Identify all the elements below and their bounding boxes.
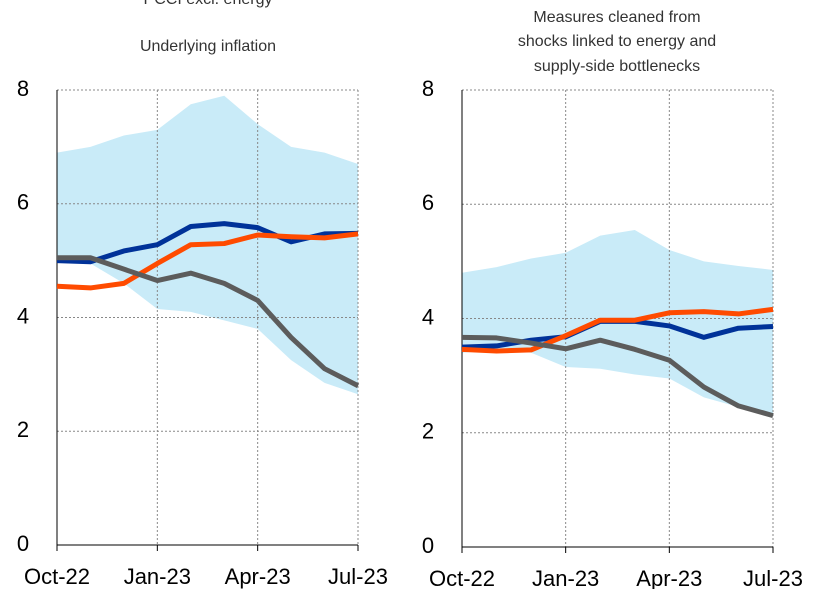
x-tick-label: Oct-22 bbox=[429, 566, 495, 589]
y-tick-label: 4 bbox=[17, 303, 29, 328]
y-tick-label: 2 bbox=[422, 419, 434, 444]
chart-title: supply-side bottlenecks bbox=[534, 58, 700, 75]
chart-title: Measures cleaned from bbox=[533, 9, 700, 26]
y-tick-label: 6 bbox=[17, 190, 29, 215]
x-tick-label: Jul-23 bbox=[328, 564, 388, 589]
chart-title: PCCI excl. energy bbox=[144, 0, 273, 8]
series-line bbox=[56, 231, 359, 291]
x-tick-label: Jan-23 bbox=[532, 566, 599, 589]
series-line bbox=[461, 306, 774, 354]
y-tick-label: 0 bbox=[422, 533, 434, 558]
x-tick-label: Apr-23 bbox=[225, 564, 291, 589]
y-tick-label: 0 bbox=[17, 531, 29, 556]
series-line bbox=[461, 334, 774, 419]
y-tick-label: 8 bbox=[17, 76, 29, 101]
y-tick-label: 2 bbox=[17, 417, 29, 442]
x-tick-label: Jan-23 bbox=[124, 564, 191, 589]
y-tick-label: 8 bbox=[422, 76, 434, 101]
y-tick-label: 6 bbox=[422, 190, 434, 215]
x-tick-label: Oct-22 bbox=[24, 564, 90, 589]
y-tick-label: 4 bbox=[422, 304, 434, 329]
series-line bbox=[57, 255, 360, 388]
chart-title: shocks linked to energy and bbox=[518, 33, 716, 50]
x-tick-label: Apr-23 bbox=[636, 566, 702, 589]
x-tick-label: Jul-23 bbox=[743, 566, 803, 589]
chart-title: Underlying inflation bbox=[140, 38, 276, 55]
